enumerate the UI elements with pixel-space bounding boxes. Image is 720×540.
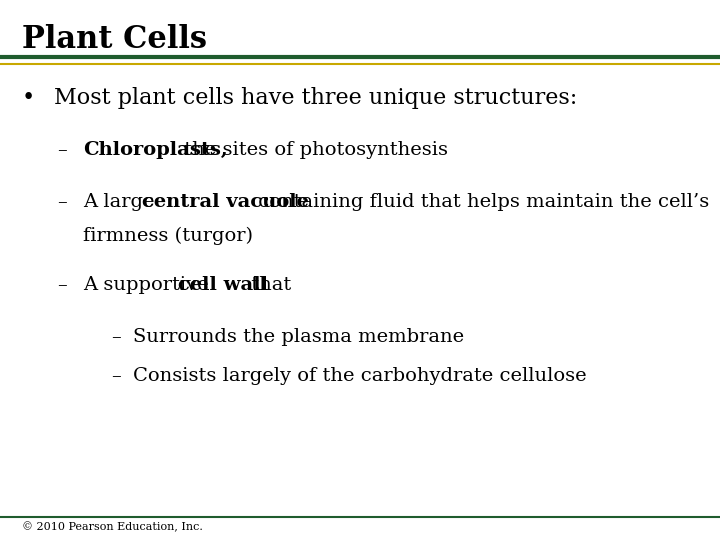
Text: –: –: [112, 328, 122, 346]
Text: A supportive: A supportive: [83, 276, 215, 294]
Text: © 2010 Pearson Education, Inc.: © 2010 Pearson Education, Inc.: [22, 522, 202, 532]
Text: •: •: [22, 87, 35, 110]
Text: –: –: [112, 367, 122, 384]
Text: Surrounds the plasma membrane: Surrounds the plasma membrane: [133, 328, 464, 346]
Text: firmness (turgor): firmness (turgor): [83, 227, 253, 245]
Text: Most plant cells have three unique structures:: Most plant cells have three unique struc…: [54, 87, 577, 110]
Text: Chloroplasts,: Chloroplasts,: [83, 141, 228, 159]
Text: the sites of photosynthesis: the sites of photosynthesis: [179, 141, 449, 159]
Text: –: –: [58, 276, 68, 294]
Text: Consists largely of the carbohydrate cellulose: Consists largely of the carbohydrate cel…: [133, 367, 587, 384]
Text: A large: A large: [83, 193, 161, 211]
Text: Plant Cells: Plant Cells: [22, 24, 207, 55]
Text: central vacuole: central vacuole: [142, 193, 309, 211]
Text: –: –: [58, 193, 68, 211]
Text: –: –: [58, 141, 68, 159]
Text: cell wall: cell wall: [179, 276, 269, 294]
Text: containing fluid that helps maintain the cell’s: containing fluid that helps maintain the…: [252, 193, 709, 211]
Text: that: that: [245, 276, 291, 294]
